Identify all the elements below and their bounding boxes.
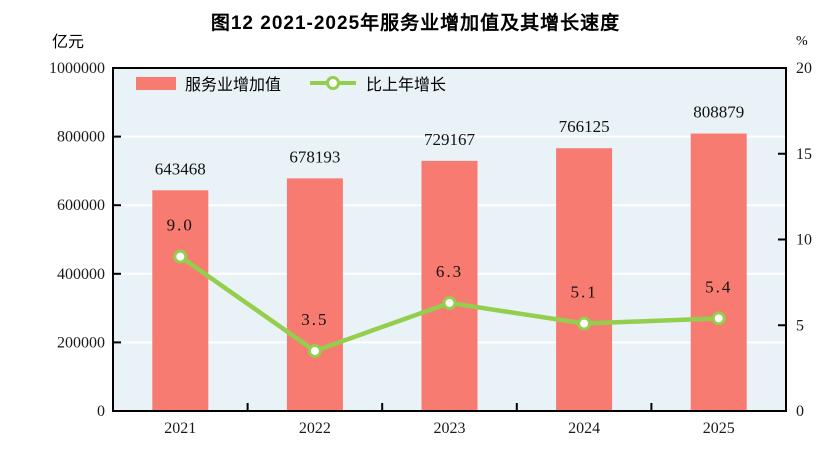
rate-value-label: 5.1 [570,283,597,302]
bar-value-label: 729167 [424,130,476,149]
chart-title: 图12 2021-2025年服务业增加值及其增长速度 [210,13,621,34]
line-marker-2024 [577,316,592,331]
bar-value-label: 808879 [693,103,744,122]
line-marker-2023 [442,295,457,310]
bar-2023 [421,160,478,411]
rate-value-label: 9.0 [167,216,194,235]
left-axis-tick-label: 0 [97,403,105,420]
bar-2024 [556,148,613,412]
left-axis-tick-label: 600000 [57,197,105,214]
x-axis-tick-label: 2021 [164,420,196,437]
rate-value-label: 3.5 [301,310,328,329]
left-axis-tick-label: 1000000 [49,60,105,77]
x-axis-tick-label: 2025 [703,420,735,437]
left-axis-tick-label: 200000 [57,334,105,351]
bar-value-label: 678193 [289,147,340,166]
right-axis-tick-label: 0 [796,403,804,420]
bar-2025 [690,133,747,411]
bar-legend-swatch-icon [136,76,176,90]
bar-2022 [286,178,343,411]
left-axis-tick-label: 800000 [57,129,105,146]
right-axis-unit: % [796,34,808,49]
bar-value-label: 643468 [155,159,206,178]
line-marker-2025 [711,311,726,326]
line-legend-symbol-icon [310,76,357,90]
legend: 服务业增加值 比上年增长 [136,72,446,94]
rate-value-label: 5.4 [705,277,732,296]
right-axis-tick-label: 5 [796,317,804,334]
left-axis-unit: 亿元 [52,34,85,51]
left-axis-tick-label: 400000 [57,266,105,283]
right-axis-tick-label: 15 [796,146,812,163]
bar-legend-label: 服务业增加值 [185,77,282,94]
bar-2021 [152,190,209,411]
right-axis-tick-label: 20 [796,60,812,77]
rate-value-label: 6.3 [436,262,463,281]
right-axis-tick-label: 10 [796,232,812,249]
x-axis-tick-label: 2022 [299,420,331,437]
bar-value-label: 766125 [559,117,610,136]
line-legend-label: 比上年增长 [366,77,447,94]
line-marker-2021 [173,249,188,264]
line-marker-2022 [307,343,322,358]
x-axis-tick-label: 2024 [568,420,600,437]
x-axis-tick-label: 2023 [434,420,466,437]
plot-frame [112,67,787,412]
